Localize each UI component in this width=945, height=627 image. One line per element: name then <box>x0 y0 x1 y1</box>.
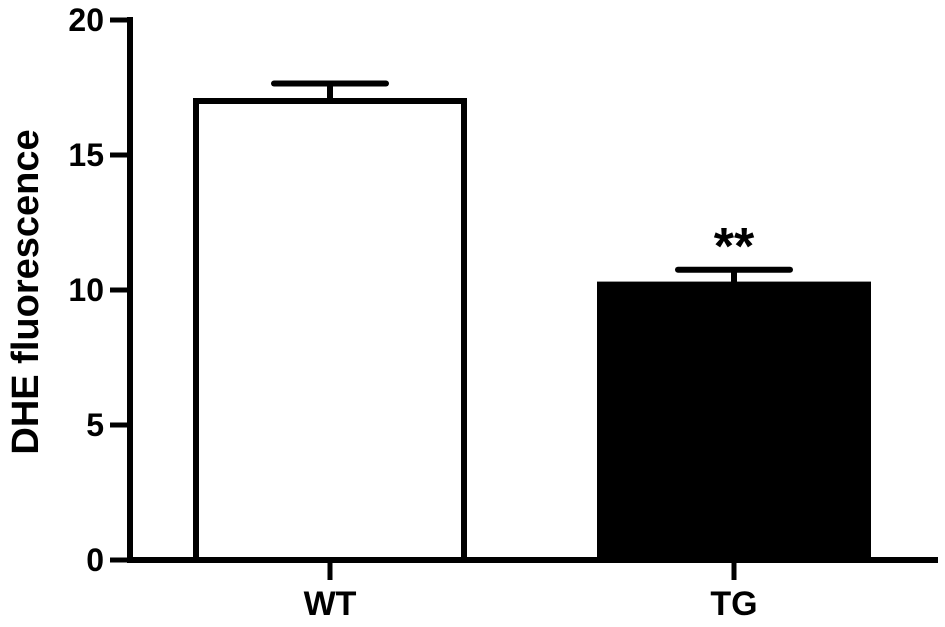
y-axis-title: DHE fluorescence <box>5 129 47 454</box>
bar-tg <box>597 281 871 563</box>
x-tick-label-tg: TG <box>710 585 757 622</box>
y-tick-label: 10 <box>68 272 104 308</box>
significance-annotation: ** <box>714 218 755 276</box>
error-bars-group <box>271 80 793 285</box>
bars-group <box>193 98 871 563</box>
y-tick-label: 0 <box>86 542 104 578</box>
y-tick-label: 5 <box>86 407 104 443</box>
y-ticks-group: 0 5 10 15 20 <box>68 2 130 578</box>
y-tick-label: 15 <box>68 137 104 173</box>
y-tick-label: 20 <box>68 2 104 38</box>
x-ticks-group: WT TG <box>304 560 758 623</box>
x-tick-label-wt: WT <box>304 585 357 622</box>
bar-wt <box>193 98 467 563</box>
annotations-group: ** <box>714 218 755 276</box>
